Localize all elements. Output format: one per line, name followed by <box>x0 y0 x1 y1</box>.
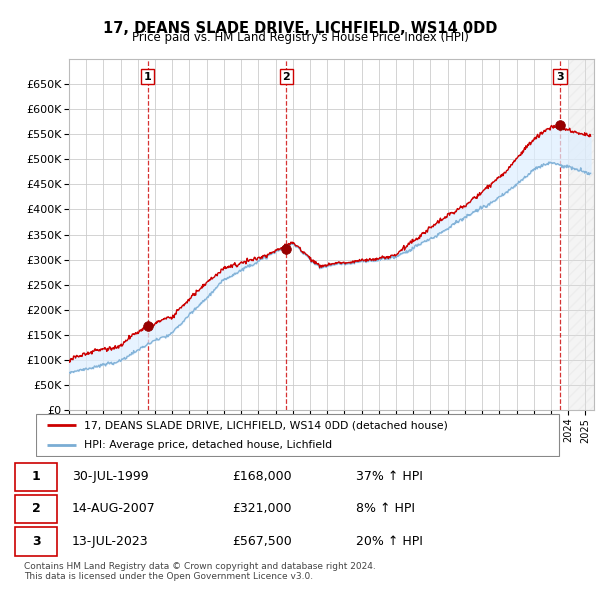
FancyBboxPatch shape <box>15 527 58 556</box>
FancyBboxPatch shape <box>36 414 559 457</box>
Text: 2: 2 <box>283 71 290 81</box>
Text: 3: 3 <box>556 71 564 81</box>
Text: 14-AUG-2007: 14-AUG-2007 <box>71 502 155 516</box>
Text: HPI: Average price, detached house, Lichfield: HPI: Average price, detached house, Lich… <box>83 440 332 450</box>
Text: 17, DEANS SLADE DRIVE, LICHFIELD, WS14 0DD (detached house): 17, DEANS SLADE DRIVE, LICHFIELD, WS14 0… <box>83 421 448 430</box>
Text: 1: 1 <box>32 470 40 483</box>
FancyBboxPatch shape <box>15 463 58 491</box>
Text: Contains HM Land Registry data © Crown copyright and database right 2024.
This d: Contains HM Land Registry data © Crown c… <box>24 562 376 581</box>
Text: £168,000: £168,000 <box>232 470 292 483</box>
Text: 37% ↑ HPI: 37% ↑ HPI <box>356 470 423 483</box>
Text: 20% ↑ HPI: 20% ↑ HPI <box>356 535 423 548</box>
Text: £567,500: £567,500 <box>232 535 292 548</box>
Text: 2: 2 <box>32 502 40 516</box>
Text: Price paid vs. HM Land Registry's House Price Index (HPI): Price paid vs. HM Land Registry's House … <box>131 31 469 44</box>
Text: 30-JUL-1999: 30-JUL-1999 <box>71 470 148 483</box>
Text: £321,000: £321,000 <box>232 502 292 516</box>
FancyBboxPatch shape <box>15 495 58 523</box>
Text: 1: 1 <box>144 71 152 81</box>
Text: 13-JUL-2023: 13-JUL-2023 <box>71 535 148 548</box>
Text: 8% ↑ HPI: 8% ↑ HPI <box>356 502 415 516</box>
Text: 3: 3 <box>32 535 40 548</box>
Bar <box>568 59 594 410</box>
Text: 17, DEANS SLADE DRIVE, LICHFIELD, WS14 0DD: 17, DEANS SLADE DRIVE, LICHFIELD, WS14 0… <box>103 21 497 35</box>
